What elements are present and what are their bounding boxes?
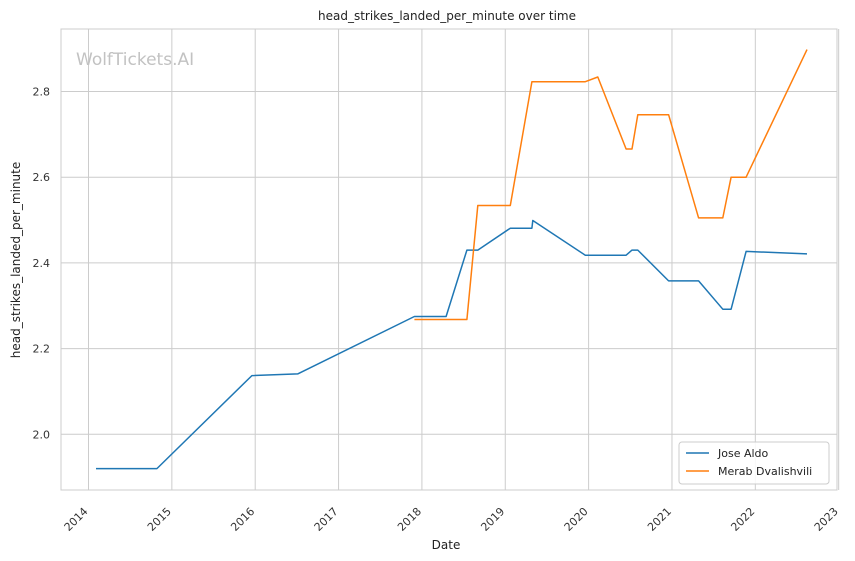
x-tick-label: 2019: [478, 505, 507, 534]
legend-label-jose-aldo: Jose Aldo: [717, 447, 769, 460]
x-tick-label: 2015: [145, 505, 174, 534]
chart-title: head_strikes_landed_per_minute over time: [318, 9, 576, 23]
x-tick-label: 2016: [228, 505, 257, 534]
legend-box: [678, 441, 830, 485]
x-tick-label: 2021: [645, 505, 674, 534]
x-tick-label: 2017: [312, 505, 341, 534]
grid: [61, 29, 840, 490]
y-tick-label: 2.4: [33, 257, 51, 270]
x-axis-ticks: 2014 2015 2016 2017 2018 2019 2020 2021 2022 2023: [62, 505, 841, 534]
plot-background: [61, 29, 837, 490]
watermark: WolfTickets.AI: [76, 50, 194, 70]
y-axis-ticks: 2.0 2.2 2.4 2.6 2.8: [33, 86, 51, 442]
series-layer: [96, 49, 808, 470]
x-tick-label: 2023: [812, 505, 841, 534]
series-line-jose-aldo: [96, 219, 808, 470]
x-axis-label: Date: [432, 538, 461, 552]
y-axis-label: head_strikes_landed_per_minute: [9, 162, 23, 359]
x-tick-label: 2014: [62, 505, 91, 534]
y-tick-label: 2.0: [33, 428, 51, 441]
x-tick-label: 2020: [562, 505, 591, 534]
legend-label-merab-dvalishvili: Merab Dvalishvili: [718, 465, 812, 478]
plot-frame: [60, 28, 838, 491]
y-tick-label: 2.2: [33, 343, 51, 356]
x-tick-label: 2018: [395, 505, 424, 534]
series-line-merab-dvalishvili: [414, 49, 808, 321]
x-tick-label: 2022: [728, 505, 757, 534]
y-tick-label: 2.8: [33, 86, 51, 99]
legend: Jose Aldo Merab Dvalishvili: [678, 441, 830, 485]
y-tick-label: 2.6: [33, 171, 51, 184]
